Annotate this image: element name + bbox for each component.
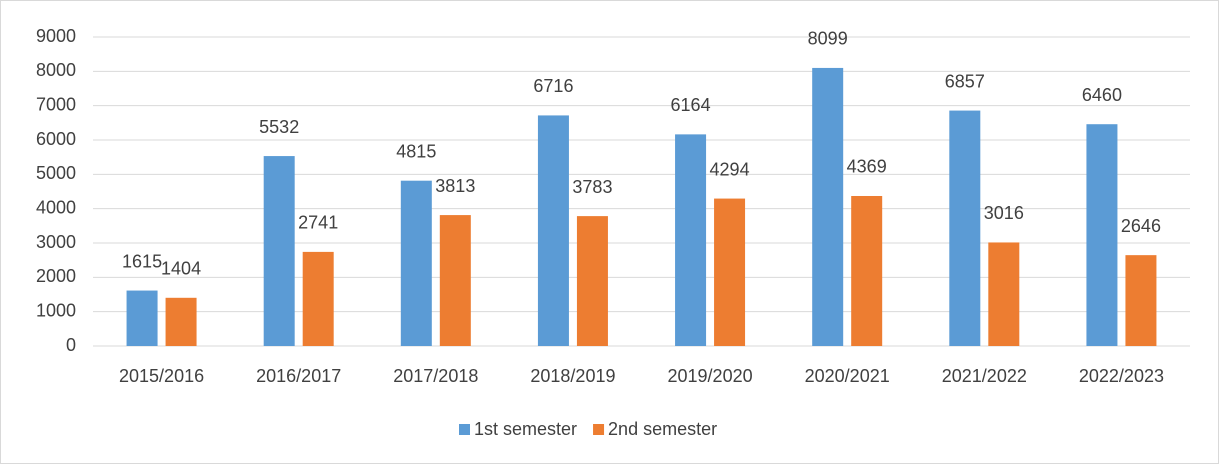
data-label: 4815 [396,141,436,161]
y-tick-label: 8000 [36,60,76,80]
legend-swatch [459,424,470,435]
x-tick-label: 2016/2017 [256,366,341,386]
data-label: 2646 [1121,216,1161,236]
bar [126,290,158,346]
y-tick-label: 4000 [36,197,76,217]
bar [400,180,432,346]
bar [949,110,981,347]
bar [439,215,471,346]
bar [1125,255,1157,346]
data-label: 6716 [533,76,573,96]
data-label: 4294 [710,159,750,179]
x-tick-label: 2022/2023 [1079,366,1164,386]
legend-label: 1st semester [474,419,577,439]
legend-swatch [593,424,605,435]
y-tick-label: 6000 [36,129,76,149]
data-label: 8099 [808,29,848,49]
x-tick-label: 2021/2022 [942,366,1027,386]
y-tick-label: 1000 [36,300,76,320]
data-label: 3783 [572,177,612,197]
y-tick-label: 9000 [36,26,76,46]
data-label: 3813 [435,176,475,196]
data-label: 1404 [161,259,201,279]
data-label: 5532 [259,117,299,137]
bar [812,67,844,347]
x-tick-label: 2015/2016 [119,366,204,386]
data-label: 1615 [122,251,162,271]
data-label: 4369 [847,157,887,177]
x-tick-label: 2019/2020 [668,366,753,386]
y-tick-label: 7000 [36,94,76,114]
bar [537,115,569,347]
y-tick-label: 5000 [36,163,76,183]
y-tick-label: 2000 [36,266,76,286]
bar [714,198,746,346]
x-tick-label: 2018/2019 [530,366,615,386]
bar [1086,124,1118,346]
y-tick-label: 0 [66,335,76,355]
bar [576,216,608,346]
bar [165,297,197,346]
bar [675,134,707,346]
x-tick-label: 2017/2018 [393,366,478,386]
x-tick-label: 2020/2021 [805,366,890,386]
data-label: 6460 [1082,85,1122,105]
data-label: 6857 [945,71,985,91]
data-label: 2741 [298,213,338,233]
legend-label: 2nd semester [608,419,717,439]
bar [263,156,295,346]
bar [851,195,883,346]
data-label: 3016 [984,203,1024,223]
data-label: 6164 [671,95,711,115]
bar [988,242,1020,346]
y-tick-label: 3000 [36,232,76,252]
bar [302,251,334,346]
